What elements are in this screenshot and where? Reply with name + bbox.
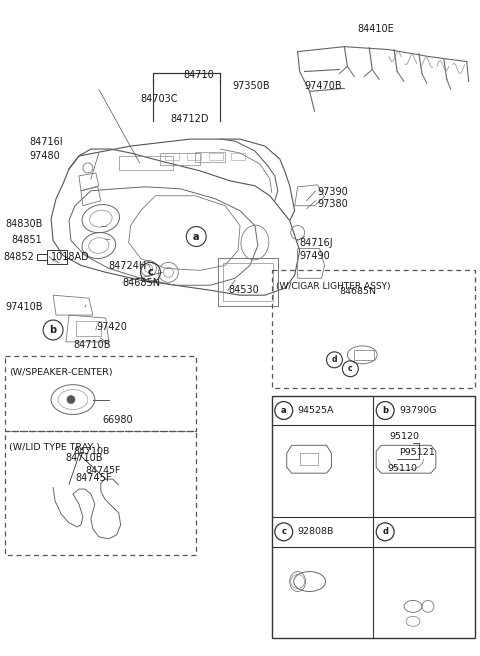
Text: 84685N: 84685N <box>339 287 376 297</box>
Text: d: d <box>382 527 388 537</box>
Text: c: c <box>281 527 286 537</box>
Text: 93790G: 93790G <box>399 406 436 415</box>
Text: 97380: 97380 <box>318 199 348 209</box>
Text: a: a <box>281 406 287 415</box>
Bar <box>218 258 278 306</box>
Text: 94525A: 94525A <box>298 406 334 415</box>
Text: 66980: 66980 <box>103 415 133 426</box>
Text: a: a <box>193 232 200 241</box>
Bar <box>76 321 101 336</box>
Text: 84716I: 84716I <box>29 137 63 147</box>
Text: 84710B: 84710B <box>65 453 103 463</box>
Bar <box>231 153 245 160</box>
Bar <box>187 153 201 160</box>
Text: 84745F: 84745F <box>85 466 120 475</box>
Bar <box>166 153 180 160</box>
Text: P95121: P95121 <box>399 448 435 457</box>
Text: 97350B: 97350B <box>232 81 270 91</box>
Bar <box>5 356 196 432</box>
Text: b: b <box>49 325 57 335</box>
Text: 1018AD: 1018AD <box>51 253 90 262</box>
Text: c: c <box>148 268 154 277</box>
Bar <box>272 396 475 638</box>
Text: 84710: 84710 <box>183 70 214 79</box>
Text: 84852: 84852 <box>3 253 34 262</box>
Text: 84530: 84530 <box>228 285 259 295</box>
Text: 84710B: 84710B <box>73 340 110 350</box>
Text: 84710B: 84710B <box>73 447 109 457</box>
Text: 97390: 97390 <box>318 187 348 197</box>
Bar <box>272 270 475 388</box>
Bar <box>160 153 200 165</box>
Text: 95120: 95120 <box>389 432 419 441</box>
Text: (W/CIGAR LIGHTER ASSY): (W/CIGAR LIGHTER ASSY) <box>276 282 390 291</box>
Text: 97410B: 97410B <box>5 302 43 312</box>
Bar <box>119 156 173 170</box>
Text: 92808B: 92808B <box>298 527 334 537</box>
Bar <box>300 453 318 465</box>
Text: 84685N: 84685N <box>123 278 161 288</box>
Text: 84703C: 84703C <box>141 94 178 104</box>
Bar <box>195 152 225 162</box>
Text: 84851: 84851 <box>12 235 42 245</box>
Text: d: d <box>332 356 337 364</box>
Text: c: c <box>348 364 353 373</box>
Text: 84724H: 84724H <box>109 261 147 272</box>
Text: (W/SPEAKER-CENTER): (W/SPEAKER-CENTER) <box>9 368 113 377</box>
Text: 84745F: 84745F <box>75 473 111 483</box>
Text: 84712D: 84712D <box>170 114 209 124</box>
Text: 97490: 97490 <box>300 251 330 262</box>
Bar <box>47 251 67 264</box>
Text: 97470B: 97470B <box>305 81 342 91</box>
Bar <box>223 263 273 301</box>
Bar <box>5 432 196 555</box>
Bar <box>354 350 374 359</box>
Bar <box>209 153 223 160</box>
Text: 84410E: 84410E <box>357 24 394 33</box>
Circle shape <box>67 396 75 403</box>
Text: 97480: 97480 <box>29 151 60 161</box>
Text: 97420: 97420 <box>97 322 128 332</box>
Text: b: b <box>382 406 388 415</box>
Text: 84830B: 84830B <box>5 218 43 229</box>
Text: 84716J: 84716J <box>300 237 333 247</box>
Text: (W/LID TYPE TRAY ): (W/LID TYPE TRAY ) <box>9 443 100 453</box>
Text: 95110: 95110 <box>387 464 417 473</box>
